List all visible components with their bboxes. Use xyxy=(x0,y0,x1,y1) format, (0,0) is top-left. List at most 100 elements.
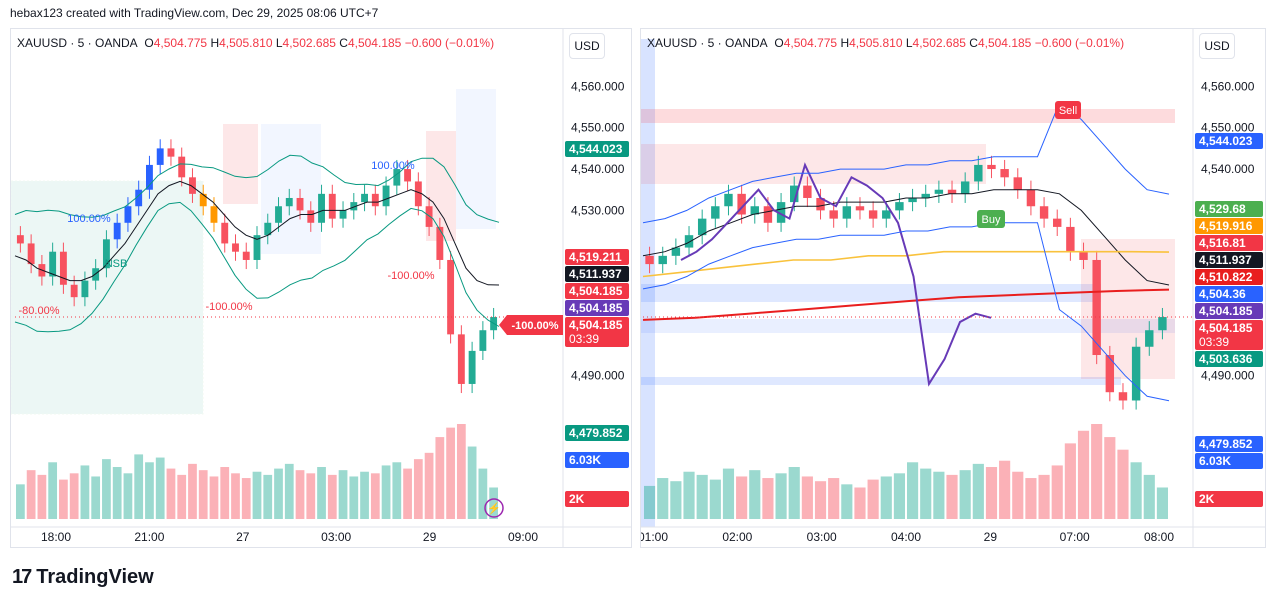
candle xyxy=(750,206,759,215)
candle xyxy=(645,255,654,265)
sell-signal-badge xyxy=(1055,101,1081,119)
time-tick-label: 08:00 xyxy=(1144,530,1174,544)
candle xyxy=(425,206,433,227)
price-tag xyxy=(1195,320,1263,350)
volume-bar xyxy=(999,460,1011,519)
volume-bar xyxy=(893,473,905,519)
volume-bar xyxy=(413,459,423,519)
volume-bar xyxy=(188,463,197,519)
price-tick-label: 4,550.000 xyxy=(571,121,625,135)
price-chart-left[interactable]: 4,560.000 4,550.000 4,540.000 4,530.000 4,49… xyxy=(11,29,632,548)
candle xyxy=(167,148,175,157)
time-tick-label: 09:00 xyxy=(508,530,538,544)
candle xyxy=(947,189,957,194)
high-label: H xyxy=(210,36,220,50)
candle xyxy=(275,206,282,223)
volume-bar xyxy=(722,468,735,519)
chart-panel-right[interactable]: XAUUSD · 5 · OANDA O4,504.775 H4,505.810… xyxy=(640,28,1266,548)
volume-bar xyxy=(644,485,656,519)
volume-bar xyxy=(306,473,316,519)
symbol-label[interactable]: XAUUSD · 5 · OANDA xyxy=(17,36,138,50)
ma-red-line xyxy=(642,288,1170,321)
candle xyxy=(264,222,272,236)
volume-bar xyxy=(69,473,79,519)
volume-bar xyxy=(1117,449,1129,519)
alert-icon: ⚡ xyxy=(487,502,501,515)
price-tag xyxy=(1195,252,1263,268)
price-tag xyxy=(1195,453,1263,469)
volume-bar xyxy=(478,468,488,519)
volume-bar xyxy=(91,476,101,519)
price-tag-label: 4,504.185 xyxy=(569,284,623,298)
envelope-lower-line xyxy=(642,222,1170,402)
candle xyxy=(404,169,412,182)
volume-bar xyxy=(670,481,682,519)
low-label: L xyxy=(905,36,913,50)
fib-annotation: -100.00% xyxy=(387,270,434,282)
volume-bar xyxy=(1156,487,1168,519)
volume-bar xyxy=(828,478,840,519)
candle xyxy=(436,226,444,260)
price-tag xyxy=(565,266,629,282)
chart-panel-left[interactable]: XAUUSD · 5 · OANDA O4,504.775 H4,505.810… xyxy=(10,28,632,548)
price-tag-label: 4,479.852 xyxy=(1199,437,1253,451)
time-tick-label: 03:00 xyxy=(807,530,837,544)
fib-annotation: -100.00% xyxy=(205,301,252,313)
volume-bar xyxy=(880,476,892,519)
currency-button[interactable]: USD xyxy=(569,33,605,59)
candle xyxy=(1158,317,1167,331)
candle xyxy=(1053,218,1062,227)
candle xyxy=(868,210,878,219)
candle xyxy=(350,202,358,211)
candle xyxy=(328,193,336,219)
candle xyxy=(59,251,67,285)
candle xyxy=(92,268,100,281)
candle xyxy=(156,148,164,165)
fib-annotation: 100.00% xyxy=(67,213,111,225)
price-tag xyxy=(565,491,629,507)
candle xyxy=(790,185,799,203)
price-tag-label: 2K xyxy=(1199,492,1215,506)
candle xyxy=(697,218,707,236)
tradingview-logo[interactable]: 17 TradingView xyxy=(12,566,154,589)
volume-bar xyxy=(370,473,380,519)
candle xyxy=(49,251,57,277)
high-value: 4,505.810 xyxy=(219,36,273,50)
volume-bar xyxy=(295,470,305,519)
candle xyxy=(178,156,186,178)
tradingview-logo-icon: 17 xyxy=(12,566,32,588)
candle xyxy=(371,193,379,207)
time-tick-label: 29 xyxy=(423,530,437,544)
volume-bar xyxy=(814,481,827,519)
currency-button[interactable]: USD xyxy=(1199,33,1235,59)
volume-bar xyxy=(696,474,708,519)
price-tag-label: 6.03K xyxy=(1199,454,1231,468)
volume-bar xyxy=(123,473,133,519)
candle xyxy=(242,251,250,260)
price-tag-label: 4,544.023 xyxy=(1199,134,1253,148)
open-value: 4,504.775 xyxy=(783,36,838,50)
volume-bar xyxy=(1104,437,1116,519)
price-tick-label: 4,540.000 xyxy=(571,162,625,176)
candle xyxy=(1105,355,1115,393)
candle xyxy=(70,284,78,298)
time-tick-label: 29 xyxy=(984,530,998,544)
volume-bar xyxy=(907,462,919,519)
price-tag xyxy=(565,249,629,265)
candle xyxy=(479,330,487,351)
volume-bar xyxy=(801,476,813,519)
candle xyxy=(711,206,720,219)
price-tag-label: 4,519.916 xyxy=(1199,219,1253,233)
volume-bar xyxy=(392,462,402,519)
volume-bar xyxy=(1130,462,1142,519)
volume-bar xyxy=(155,457,165,519)
moving-average-line xyxy=(14,180,500,286)
volume-bar xyxy=(338,470,348,519)
time-tick-label: 04:00 xyxy=(891,530,921,544)
candle xyxy=(1026,189,1036,207)
symbol-label[interactable]: XAUUSD · 5 · OANDA xyxy=(647,36,768,50)
price-tag xyxy=(1195,201,1263,217)
candle xyxy=(318,193,325,223)
price-chart-right[interactable]: 4,560.000 4,550.000 4,540.000 4,490.000 4,47… xyxy=(641,29,1266,548)
high-value: 4,505.810 xyxy=(849,36,903,50)
